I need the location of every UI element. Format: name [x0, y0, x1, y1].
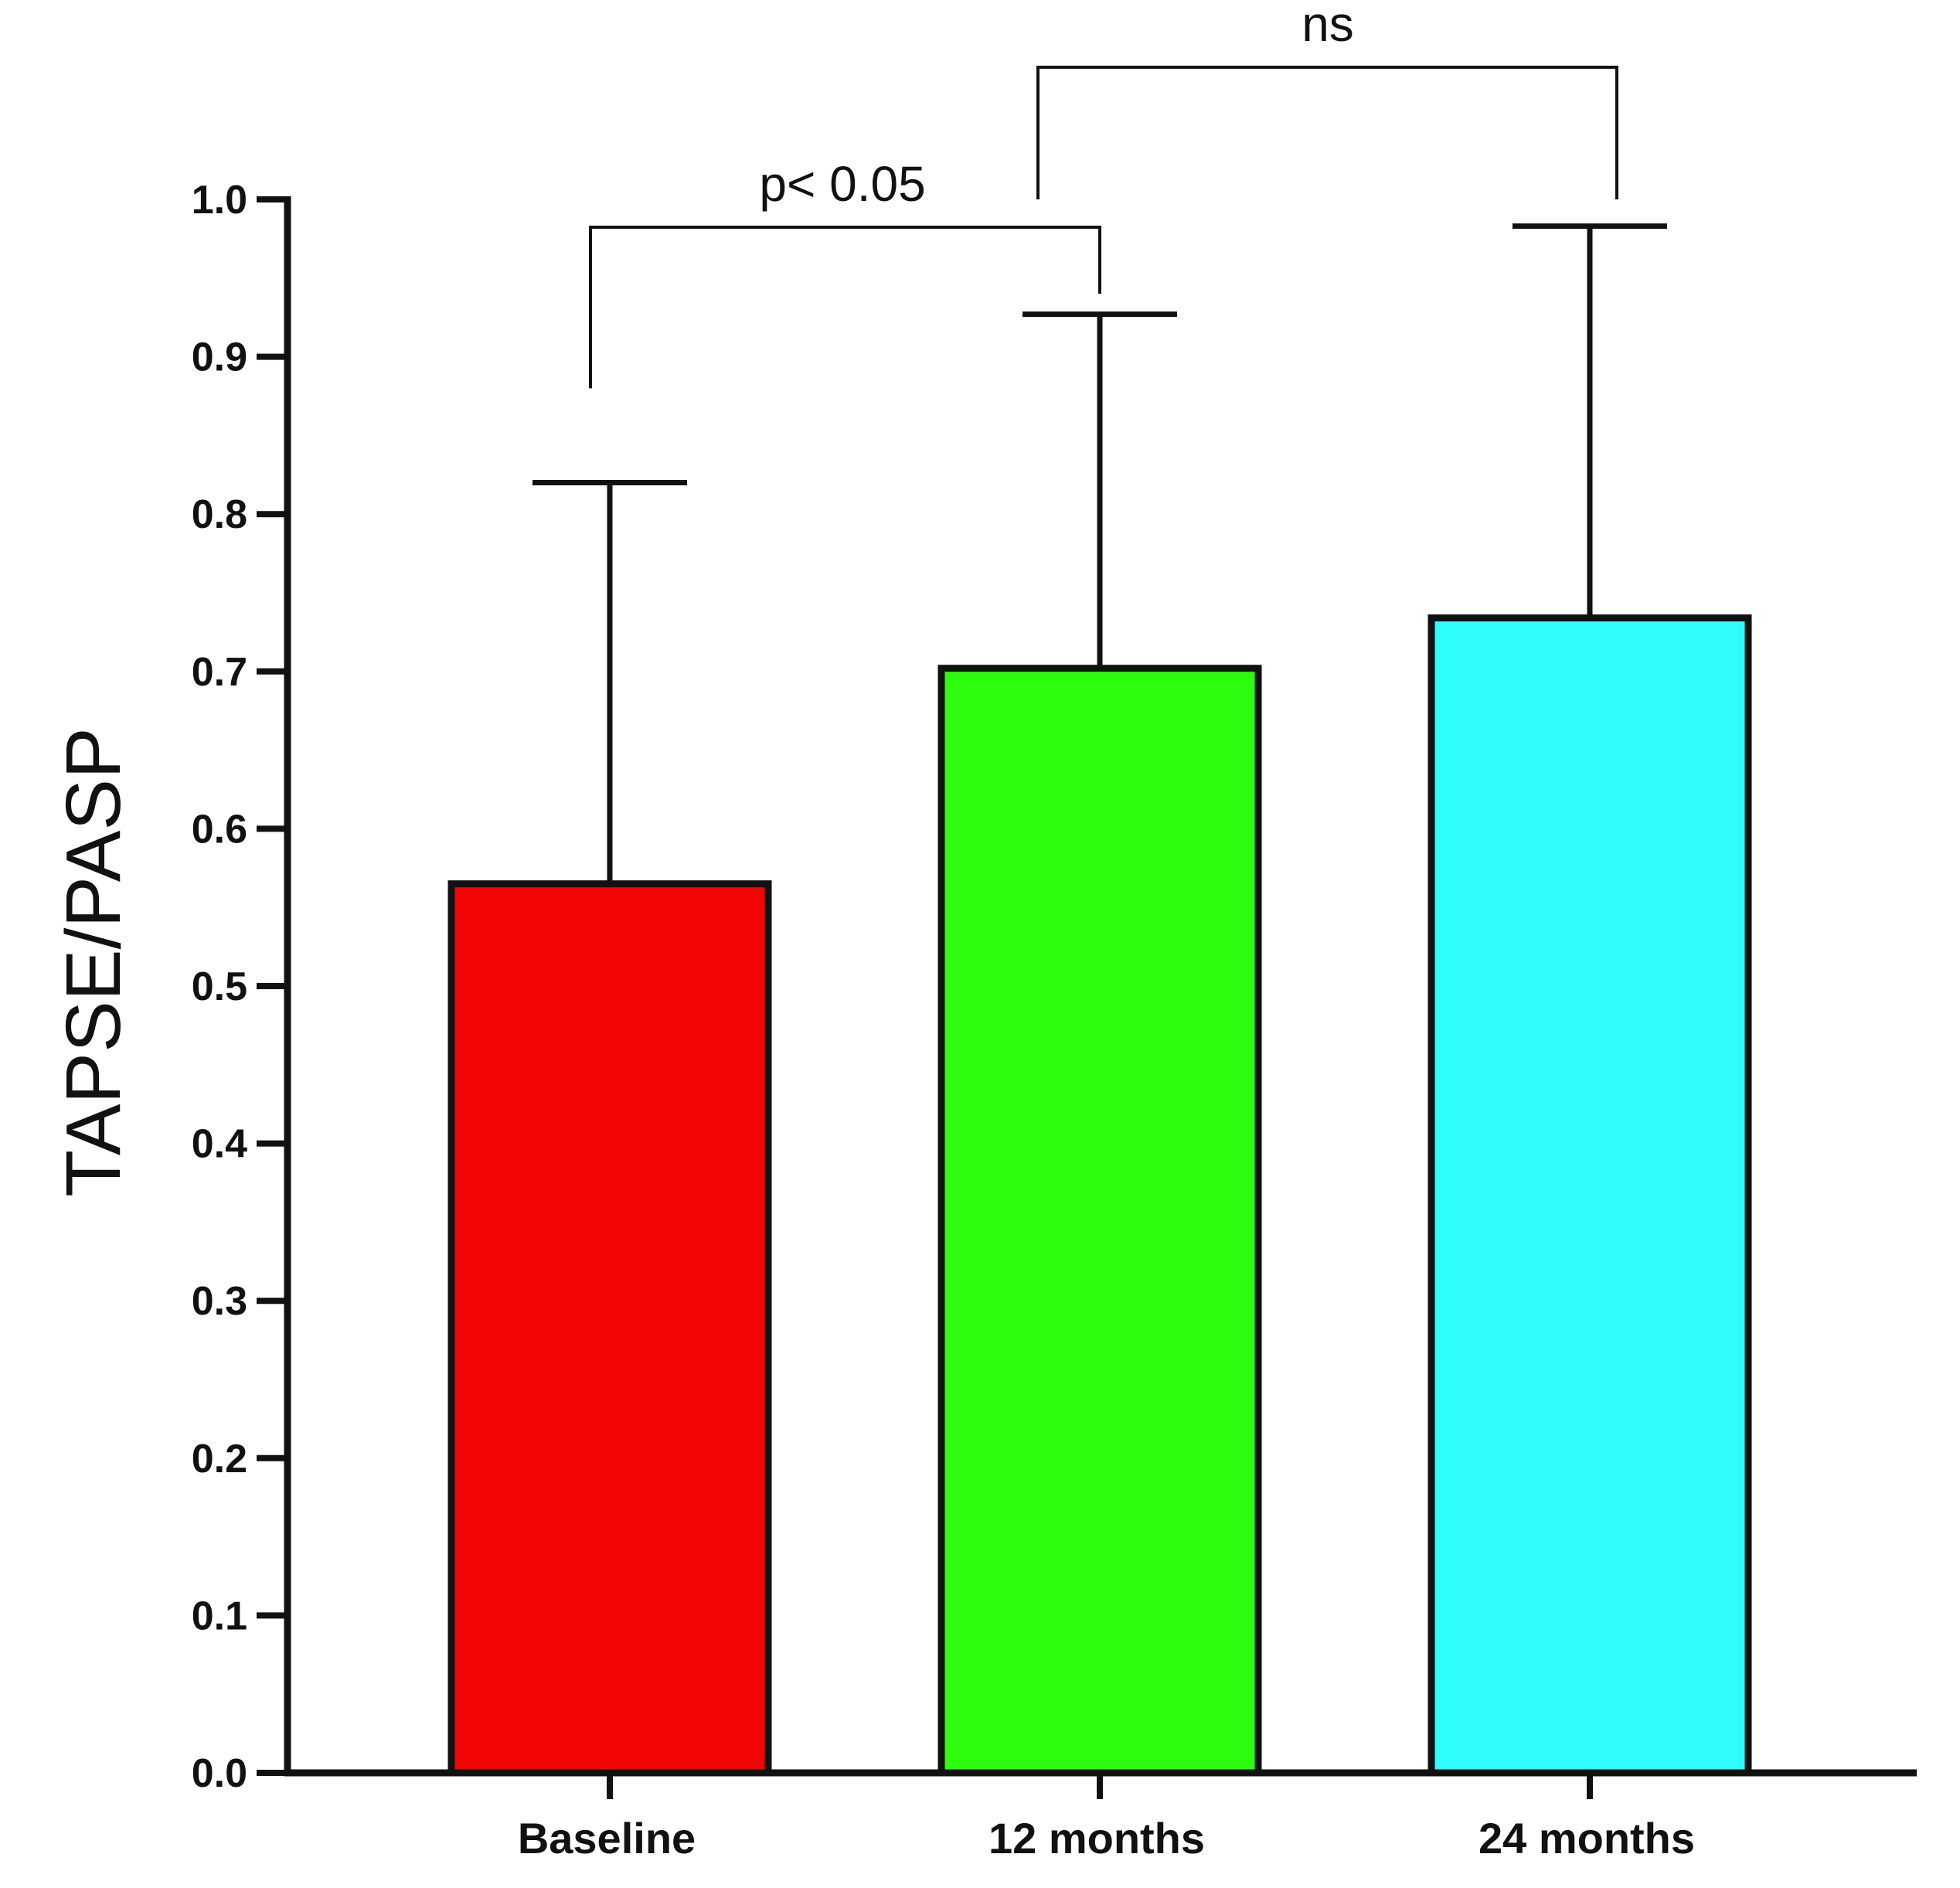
y-tick-label: 0.1 — [192, 1594, 247, 1638]
y-tick-label: 0.4 — [192, 1122, 247, 1167]
y-tick-label: 0.8 — [192, 492, 247, 537]
axes-layer: Baseline 12 months 24 months 0.0 0.1 0.2 0.3 0.… — [192, 178, 1917, 1862]
significance-label: p< 0.05 — [759, 156, 925, 212]
x-tick-label: 24 months — [1479, 1814, 1695, 1862]
bar-12-months — [937, 665, 1262, 1777]
y-tick-label: 0.5 — [192, 964, 247, 1009]
y-axis-label: TAPSE/PASP — [50, 727, 137, 1197]
bar-24-months — [1427, 614, 1752, 1777]
y-tick-label: 0.9 — [192, 335, 247, 380]
y-tick-label: 0.3 — [192, 1279, 247, 1324]
significance-bracket — [589, 226, 1101, 389]
significance-bracket — [1036, 65, 1618, 199]
y-tick-label: 0.0 — [192, 1751, 247, 1796]
y-tick-label: 0.6 — [192, 807, 247, 852]
bars-layer — [447, 614, 1752, 1777]
x-tick-label: 12 months — [989, 1814, 1205, 1862]
significance-label: ns — [1302, 0, 1354, 52]
error-bars-layer — [533, 223, 1667, 884]
annotations-layer: p< 0.05 ns — [589, 0, 1618, 389]
y-tick-label: 0.2 — [192, 1437, 247, 1481]
bar-baseline — [447, 880, 772, 1777]
y-tick-label: 1.0 — [192, 178, 247, 223]
y-tick-label: 0.7 — [192, 650, 247, 695]
x-tick-label: Baseline — [518, 1814, 696, 1862]
